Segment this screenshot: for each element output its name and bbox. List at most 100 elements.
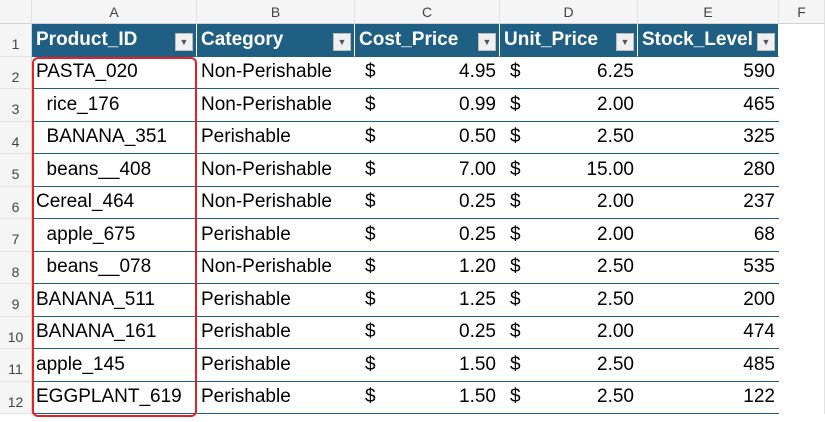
row-header[interactable]: 12: [0, 381, 32, 414]
cell-F[interactable]: [779, 186, 825, 219]
row-header[interactable]: 6: [0, 186, 32, 219]
cell-unit-price[interactable]: $2.50: [500, 122, 638, 154]
column-header-B[interactable]: B: [197, 0, 355, 24]
cell-F[interactable]: [779, 121, 825, 154]
cell-category[interactable]: Perishable: [197, 382, 355, 414]
cell-product-id[interactable]: PASTA_020: [32, 57, 197, 89]
cell-category[interactable]: Perishable: [197, 122, 355, 154]
cell-stock-level[interactable]: 237: [638, 187, 779, 219]
cell-product-id[interactable]: BANANA_161: [32, 317, 197, 349]
cell-product-id[interactable]: Cereal_464: [32, 187, 197, 219]
cell-category[interactable]: Non-Perishable: [197, 57, 355, 89]
row-header[interactable]: 1: [0, 24, 32, 57]
cell-F[interactable]: [779, 381, 825, 414]
column-header-E[interactable]: E: [638, 0, 779, 24]
filter-dropdown-icon[interactable]: ▼: [175, 33, 193, 51]
cell-cost-price[interactable]: $1.20: [355, 252, 500, 284]
cell-stock-level[interactable]: 68: [638, 219, 779, 252]
cell-unit-price[interactable]: $2.00: [500, 317, 638, 349]
cell-product-id[interactable]: apple_675: [32, 219, 197, 252]
cell-F[interactable]: [779, 89, 825, 122]
cell-F[interactable]: [779, 251, 825, 284]
filter-dropdown-icon[interactable]: ▼: [757, 33, 775, 51]
cell-stock-level[interactable]: 535: [638, 252, 779, 284]
cell-cost-price[interactable]: $0.25: [355, 317, 500, 349]
cell-unit-price[interactable]: $6.25: [500, 57, 638, 89]
cell-product-id[interactable]: beans__078: [32, 252, 197, 284]
row-header[interactable]: 5: [0, 154, 32, 187]
cell-category[interactable]: Perishable: [197, 317, 355, 349]
filter-dropdown-icon[interactable]: ▼: [616, 33, 634, 51]
cell-cost-price[interactable]: $7.00: [355, 154, 500, 187]
cell-product-id[interactable]: rice_176: [32, 89, 197, 122]
column-header-C[interactable]: C: [355, 0, 500, 24]
select-all-corner[interactable]: [0, 0, 32, 24]
cell-unit-price[interactable]: $2.50: [500, 349, 638, 382]
column-header-A[interactable]: A: [32, 0, 197, 24]
row-header[interactable]: 9: [0, 284, 32, 317]
cell-unit-price[interactable]: $15.00: [500, 154, 638, 187]
header-unit_price[interactable]: Unit_Price ▼: [500, 24, 638, 57]
cell-unit-price[interactable]: $2.00: [500, 219, 638, 252]
cell-product-id[interactable]: BANANA_511: [32, 284, 197, 317]
cell-stock-level[interactable]: 590: [638, 57, 779, 89]
filter-dropdown-icon[interactable]: ▼: [478, 33, 496, 51]
cell-cost-price[interactable]: $0.50: [355, 122, 500, 154]
cell-cost-price[interactable]: $1.25: [355, 284, 500, 317]
cell-category[interactable]: Perishable: [197, 284, 355, 317]
cell-stock-level[interactable]: 200: [638, 284, 779, 317]
row-header[interactable]: 7: [0, 219, 32, 252]
cell-cost-price[interactable]: $0.25: [355, 219, 500, 252]
header-label: Product_ID: [36, 28, 138, 50]
cell-F[interactable]: [779, 284, 825, 317]
row-header[interactable]: 8: [0, 251, 32, 284]
cell-stock-level[interactable]: 474: [638, 317, 779, 349]
cell-unit-price[interactable]: $2.00: [500, 187, 638, 219]
cell-cost-price[interactable]: $4.95: [355, 57, 500, 89]
cell-category[interactable]: Non-Perishable: [197, 89, 355, 122]
cell-product-id[interactable]: beans__408: [32, 154, 197, 187]
row-header[interactable]: 2: [0, 56, 32, 89]
cell-category[interactable]: Perishable: [197, 349, 355, 382]
cell-category[interactable]: Perishable: [197, 219, 355, 252]
cell-stock-level[interactable]: 485: [638, 349, 779, 382]
header-product_id[interactable]: Product_ID ▼: [32, 24, 197, 57]
value: 2.50: [597, 353, 634, 375]
cell-product-id[interactable]: BANANA_351: [32, 122, 197, 154]
currency-symbol: $: [510, 61, 521, 83]
cell-F[interactable]: [779, 154, 825, 187]
header-category[interactable]: Category ▼: [197, 24, 355, 57]
cell-cost-price[interactable]: $0.25: [355, 187, 500, 219]
row-header[interactable]: 3: [0, 89, 32, 122]
cell-category[interactable]: Non-Perishable: [197, 187, 355, 219]
cell-unit-price[interactable]: $2.50: [500, 284, 638, 317]
cell-cost-price[interactable]: $1.50: [355, 349, 500, 382]
cell-F[interactable]: [779, 24, 825, 57]
cell-stock-level[interactable]: 465: [638, 89, 779, 122]
filter-dropdown-icon[interactable]: ▼: [333, 33, 351, 51]
cell-category[interactable]: Non-Perishable: [197, 154, 355, 187]
column-header-F[interactable]: F: [779, 0, 825, 24]
cell-unit-price[interactable]: $2.00: [500, 89, 638, 122]
cell-product-id[interactable]: EGGPLANT_619: [32, 382, 197, 414]
cell-F[interactable]: [779, 56, 825, 89]
column-header-D[interactable]: D: [500, 0, 638, 24]
cell-stock-level[interactable]: 122: [638, 382, 779, 414]
header-cost_price[interactable]: Cost_Price ▼: [355, 24, 500, 57]
cell-stock-level[interactable]: 325: [638, 122, 779, 154]
cell-cost-price[interactable]: $1.50: [355, 382, 500, 414]
currency-symbol: $: [365, 288, 376, 310]
row-header[interactable]: 4: [0, 121, 32, 154]
cell-F[interactable]: [779, 219, 825, 252]
cell-unit-price[interactable]: $2.50: [500, 382, 638, 414]
cell-stock-level[interactable]: 280: [638, 154, 779, 187]
row-header[interactable]: 11: [0, 349, 32, 382]
cell-unit-price[interactable]: $2.50: [500, 252, 638, 284]
cell-F[interactable]: [779, 316, 825, 349]
cell-cost-price[interactable]: $0.99: [355, 89, 500, 122]
cell-F[interactable]: [779, 349, 825, 382]
cell-product-id[interactable]: apple_145: [32, 349, 197, 382]
row-header[interactable]: 10: [0, 316, 32, 349]
cell-category[interactable]: Non-Perishable: [197, 252, 355, 284]
header-stock_level[interactable]: Stock_Level ▼: [638, 24, 779, 57]
